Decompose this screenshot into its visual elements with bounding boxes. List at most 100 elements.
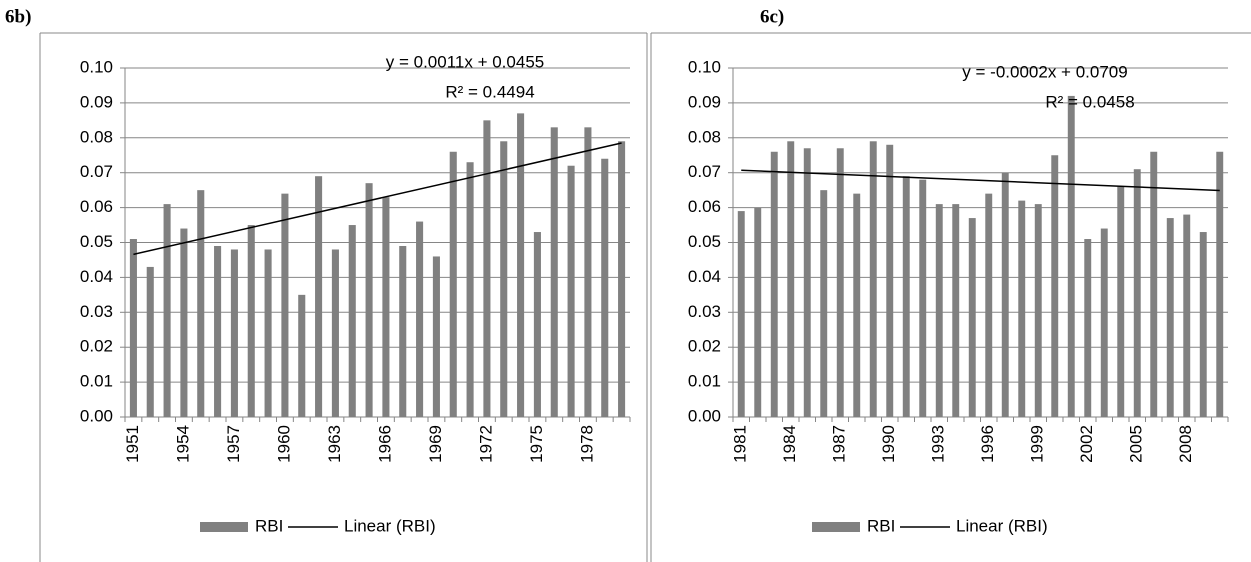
trendline [133, 142, 622, 256]
y-tick-label: 0.09 [688, 92, 721, 111]
legend-label: Linear (RBI) [344, 516, 436, 535]
x-tick-label: 1960 [274, 425, 293, 463]
y-tick-label: 0.05 [688, 232, 721, 251]
y-tick-label: 0.03 [688, 302, 721, 321]
legend-swatch [812, 522, 860, 532]
panel-label: 6c) [760, 6, 784, 27]
trendline-equation: y = -0.0002x + 0.0709 [962, 62, 1127, 81]
bar [264, 249, 272, 417]
bar [853, 193, 861, 417]
bar [1001, 172, 1009, 417]
bar [281, 193, 289, 417]
bar [886, 144, 894, 417]
bar [1100, 228, 1108, 417]
bar [416, 221, 424, 417]
bar [533, 232, 541, 417]
y-tick-label: 0.08 [688, 127, 721, 146]
bar [129, 239, 137, 417]
bar [247, 225, 255, 417]
x-tick-label: 1981 [731, 425, 750, 463]
x-tick-label: 1984 [780, 425, 799, 463]
bar [567, 165, 575, 417]
y-tick-label: 0.02 [80, 337, 113, 356]
bar [902, 176, 910, 417]
bar [1051, 155, 1059, 417]
bar [466, 162, 474, 417]
y-tick-label: 0.07 [80, 162, 113, 181]
bar [1133, 169, 1141, 417]
x-tick-label: 1975 [527, 425, 546, 463]
trendline-r2: R² = 0.0458 [1045, 92, 1134, 111]
x-tick-label: 1969 [426, 425, 445, 463]
bar [197, 190, 205, 417]
bar [869, 141, 877, 418]
bar [1199, 232, 1207, 417]
bar [432, 256, 440, 417]
y-tick-label: 0.05 [80, 232, 113, 251]
y-tick-label: 0.02 [688, 337, 721, 356]
bar [1117, 186, 1125, 417]
bar [803, 148, 811, 417]
bar [968, 218, 976, 417]
y-tick-label: 0.07 [688, 162, 721, 181]
bar [399, 245, 407, 417]
x-tick-label: 1957 [224, 425, 243, 463]
bar [737, 211, 745, 417]
bar [919, 179, 927, 417]
panel-label: 6b) [5, 6, 31, 27]
trendline-r2: R² = 0.4494 [445, 82, 534, 101]
legend-label: RBI [255, 516, 283, 535]
bar [584, 127, 592, 417]
x-tick-label: 1978 [577, 425, 596, 463]
bar [146, 266, 154, 417]
bar [230, 249, 238, 417]
bar [382, 197, 390, 417]
bar [1034, 204, 1042, 417]
bar [500, 141, 508, 418]
x-tick-label: 1999 [1028, 425, 1047, 463]
y-tick-label: 0.01 [80, 372, 113, 391]
x-tick-label: 1963 [325, 425, 344, 463]
x-tick-label: 2008 [1176, 425, 1195, 463]
bar [163, 204, 171, 417]
x-tick-label: 1996 [978, 425, 997, 463]
y-tick-label: 0.04 [80, 267, 113, 286]
bar [754, 207, 762, 417]
bar [935, 204, 943, 417]
x-tick-label: 1993 [929, 425, 948, 463]
bar [1150, 151, 1158, 417]
bar [601, 158, 609, 418]
y-tick-label: 0.00 [688, 406, 721, 425]
bar [836, 148, 844, 417]
bar [618, 141, 626, 418]
legend-label: RBI [867, 516, 895, 535]
bar [365, 183, 373, 417]
panel-frames [39, 32, 1251, 562]
bar [449, 151, 457, 417]
bar [1166, 218, 1174, 417]
y-tick-label: 0.08 [80, 127, 113, 146]
x-tick-label: 2002 [1077, 425, 1096, 463]
trendline [741, 169, 1220, 192]
x-tick-label: 1951 [123, 425, 142, 463]
x-tick-label: 1972 [476, 425, 495, 463]
x-tick-label: 1987 [830, 425, 849, 463]
bar [952, 204, 960, 417]
bar [180, 228, 188, 417]
bar [315, 176, 323, 417]
bar [348, 225, 356, 417]
y-tick-label: 0.06 [80, 197, 113, 216]
bar [820, 190, 828, 417]
y-tick-label: 0.01 [688, 372, 721, 391]
x-tick-label: 1966 [375, 425, 394, 463]
bar [331, 249, 339, 417]
bar [1216, 151, 1224, 417]
y-tick-label: 0.06 [688, 197, 721, 216]
bar [1018, 200, 1026, 417]
bar [985, 193, 993, 417]
legend-label: Linear (RBI) [956, 516, 1048, 535]
y-tick-label: 0.00 [80, 406, 113, 425]
bar [298, 294, 306, 417]
bar [483, 120, 491, 417]
